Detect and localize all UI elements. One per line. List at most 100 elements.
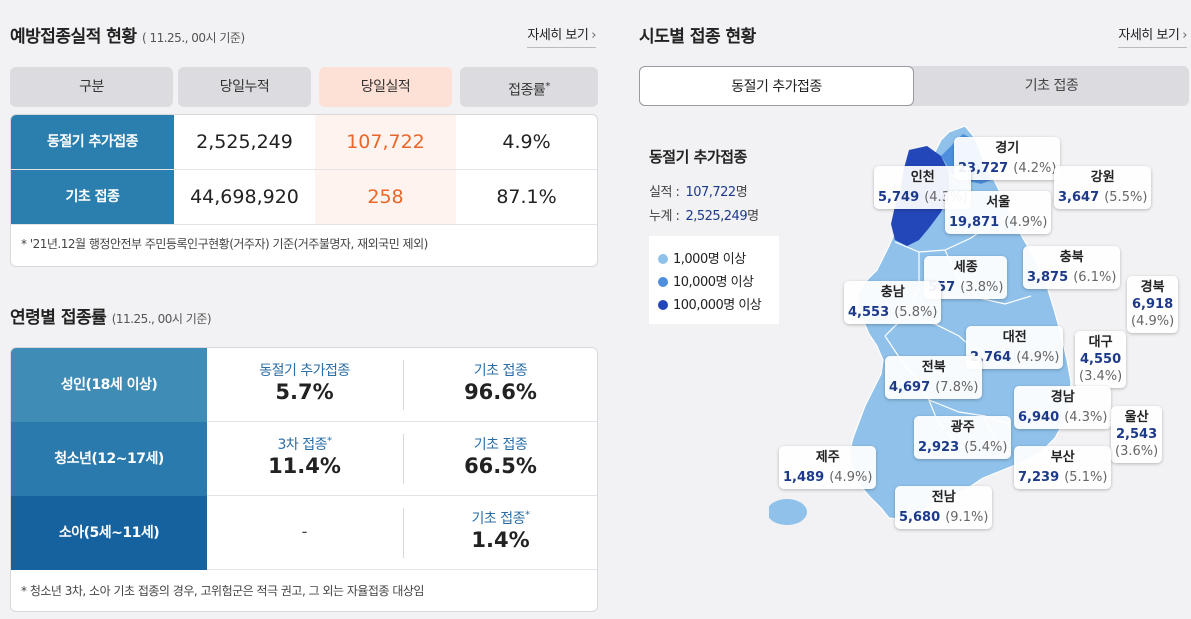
jeju-shape [769,499,807,525]
province-jeonnam[interactable]: 전남 5,680 (9.1%) [895,486,993,529]
vaccination-title: 예방접종실적 현황 ( 11.25., 00시 기준) [10,27,245,47]
province-jeju[interactable]: 제주 1,489 (4.9%) [779,446,877,489]
cell-value: 5.7% [275,380,334,404]
table-row: 소아(5세~11세) - 기초 접종* 1.4% [11,496,597,570]
province-gwangju[interactable]: 광주 2,923 (5.4%) [914,416,1012,459]
cell-value: 96.6% [464,380,537,404]
row-label: 기초 접종 [11,170,174,224]
column-rate: 접종률* [460,67,598,107]
legend-dot-icon [658,277,668,287]
province-name: 강원 [1090,170,1115,185]
province-gyeonggi[interactable]: 경기 23,727 (4.2%) [954,137,1061,180]
age-header: 연령별 접종률 (11.25., 00시 기준) [10,303,598,333]
info-today-value: 107,722 [685,185,736,200]
province-pct: (7.8%) [935,380,979,395]
province-pct: (4.2%) [1013,161,1057,176]
province-value: 2,543 [1116,427,1158,442]
province-gangwon[interactable]: 강원 3,647 (5.5%) [1054,166,1152,209]
column-today: 당일실적 [319,67,452,107]
cumulative-value: 44,698,920 [190,186,299,208]
province-seoul[interactable]: 서울 19,871 (4.9%) [945,191,1052,234]
province-pct: (5.4%) [964,440,1008,455]
legend-dot-icon [658,300,668,310]
tab-primary[interactable]: 기초 접종 [1024,78,1079,94]
province-jeonbuk[interactable]: 전북 4,697 (7.8%) [885,356,983,399]
legend-dot-icon [658,254,668,264]
legend-item: 10,000명 이상 [658,271,754,290]
province-gyeongnam[interactable]: 경남 6,940 (4.3%) [1014,386,1112,429]
province-pct: (4.9%) [1016,350,1060,365]
info-total-value: 2,525,249 [685,209,748,224]
province-name: 충북 [1059,250,1084,265]
province-value: 4,553 [848,305,890,320]
province-name: 충남 [880,285,905,300]
divider [403,434,404,484]
rate-value: 87.1% [496,186,557,208]
province-value: 5,680 [899,510,941,525]
age-cell: 기초 접종 96.6% [403,348,597,422]
age-cell: - [207,496,402,570]
province-pct: (5.5%) [1104,190,1148,205]
age-footnote: * 청소년 3차, 소아 기초 접종의 경우, 고위험군은 적극 권고, 그 외… [21,584,424,598]
province-name: 부산 [1050,450,1075,465]
province-pct: (3.4%) [1079,369,1123,384]
age-subtitle: (11.25., 00시 기준) [111,312,212,326]
province-value: 7,239 [1018,470,1060,485]
province-value: 6,940 [1018,410,1060,425]
province-daejeon[interactable]: 대전 2,764 (4.9%) [966,326,1064,369]
info-total-label: 누계 : [649,209,680,224]
table-row: 동절기 추가접종 2,525,249 107,722 4.9% [11,115,597,170]
province-busan[interactable]: 부산 7,239 (5.1%) [1014,446,1112,489]
vaccination-header: 예방접종실적 현황 ( 11.25., 00시 기준) 자세히 보기 › [10,22,598,52]
legend-item: 1,000명 이상 [658,248,746,267]
vaccination-column-headers: 구분 당일누적 당일실적 접종률* [10,67,598,107]
age-cell: 동절기 추가접종 5.7% [207,348,402,422]
province-value: 6,918 [1132,297,1174,312]
table-row: 성인(18세 이상) 동절기 추가접종 5.7% 기초 접종 96.6% [11,348,597,422]
divider [403,508,404,558]
province-value: 3,875 [1027,270,1069,285]
province-gyeongbuk[interactable]: 경북 6,918 (4.9%) [1127,276,1179,333]
age-cell: 3차 접종* 11.4% [207,422,402,496]
province-name: 광주 [950,420,975,435]
province-pct: (9.1%) [945,510,989,525]
right-panel: 시도별 접종 현황 자세히 보기 › 동절기 추가접종 기초 접종 동절기 추가접… [639,0,1189,619]
column-cumulative: 당일누적 [178,67,311,107]
province-chungnam[interactable]: 충남 4,553 (5.8%) [844,281,942,324]
province-name: 전남 [931,490,956,505]
cell-key: 기초 접종 [473,437,528,453]
table-row: 청소년(12~17세) 3차 접종* 11.4% 기초 접종 66.5% [11,422,597,496]
vaccination-footnote: * '21년.12월 행정안전부 주민등록인구현황(거주자) 기준(거주불명자,… [21,237,428,251]
divider [403,360,404,410]
info-title: 동절기 추가접종 [649,148,747,166]
rate-value: 4.9% [502,131,551,153]
table-row: 기초 접종 44,698,920 258 87.1% [11,170,597,225]
province-name: 서울 [986,195,1011,210]
province-name: 세종 [953,260,978,275]
province-chungbuk[interactable]: 충북 3,875 (6.1%) [1023,246,1121,289]
info-unit: 명 [735,185,748,200]
tab-booster[interactable]: 동절기 추가접종 [639,66,914,106]
province-value: 5,749 [878,190,920,205]
info-today-label: 실적 : [649,185,680,200]
vaccination-more-link[interactable]: 자세히 보기 › [527,24,596,48]
cell-key: 3차 접종* [277,435,332,453]
chevron-right-icon: › [591,28,596,43]
province-pct: (5.8%) [894,305,938,320]
province-name: 인천 [910,170,935,185]
more-label: 자세히 보기 [1118,28,1180,43]
province-ulsan[interactable]: 울산 2,543 (3.6%) [1111,406,1163,463]
more-label: 자세히 보기 [527,28,589,43]
region-header: 시도별 접종 현황 자세히 보기 › [639,22,1189,52]
today-value: 107,722 [315,115,456,169]
age-cell: 기초 접종* 1.4% [403,496,597,570]
row-label: 동절기 추가접종 [11,115,174,169]
info-today: 실적 : 107,722명 [649,181,748,200]
region-more-link[interactable]: 자세히 보기 › [1118,24,1187,48]
province-daegu[interactable]: 대구 4,550 (3.4%) [1075,331,1127,388]
province-pct: (4.9%) [829,470,873,485]
cell-key: 기초 접종 [473,363,528,379]
province-value: 2,923 [918,440,960,455]
province-value: 3,647 [1058,190,1100,205]
cell-value: 1.4% [471,528,530,552]
